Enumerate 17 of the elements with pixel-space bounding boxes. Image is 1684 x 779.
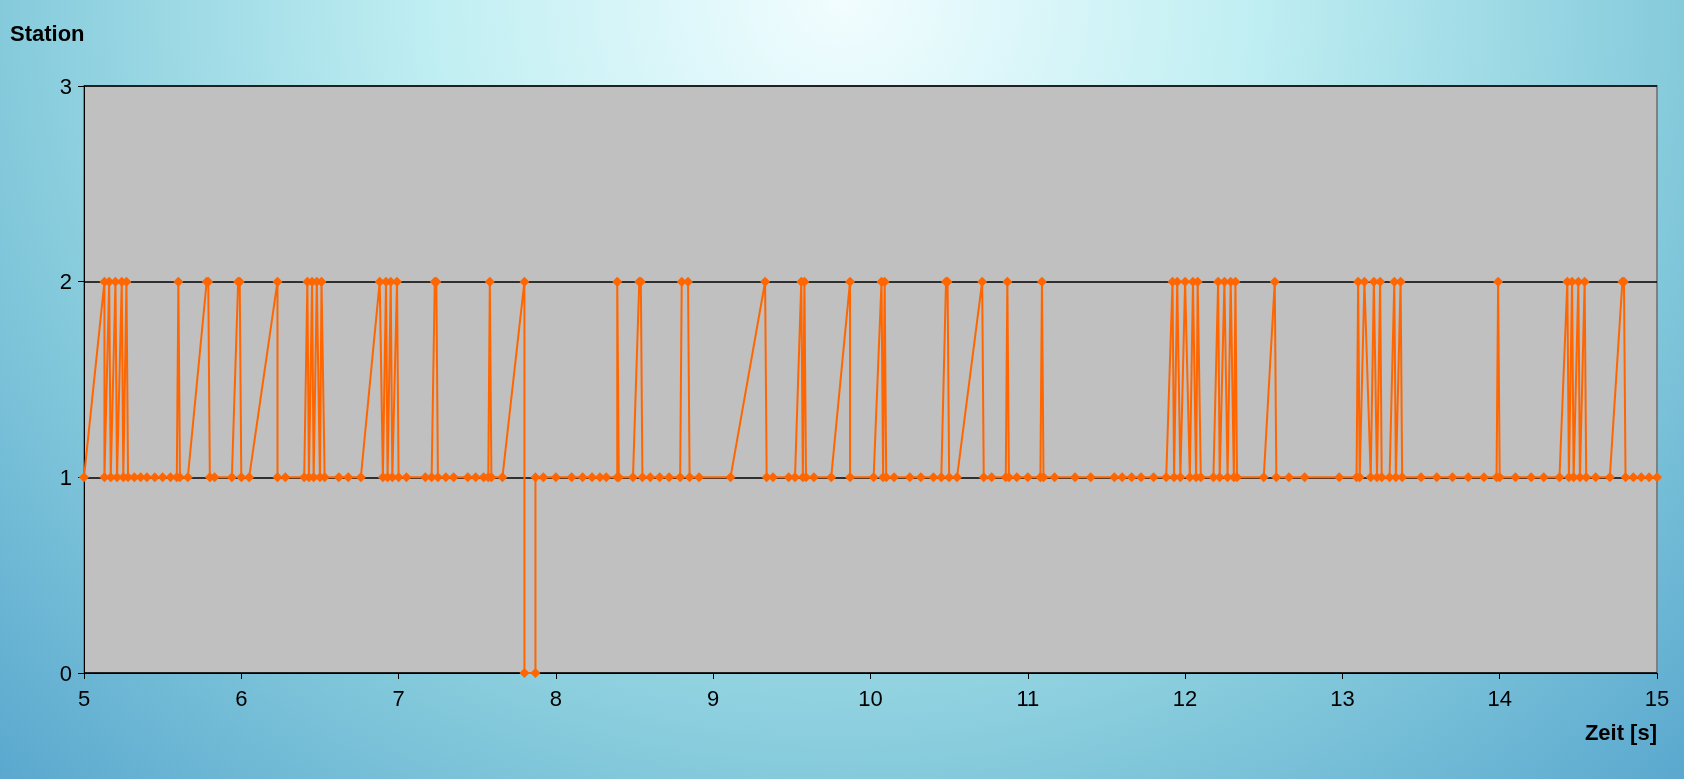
- x-tick-label: 12: [1172, 685, 1198, 711]
- x-tick-label: 10: [858, 685, 883, 711]
- x-axis-title: Zeit [s]: [1584, 719, 1657, 745]
- x-tick-label: 14: [1487, 685, 1512, 711]
- y-tick-label: 2: [59, 269, 72, 295]
- y-tick-label: 3: [59, 73, 72, 99]
- x-tick-label: 6: [235, 685, 248, 711]
- y-axis-title: Station: [10, 20, 85, 46]
- x-tick-label: 15: [1644, 685, 1670, 711]
- x-tick-label: 9: [707, 685, 720, 711]
- x-tick-label: 5: [77, 685, 91, 711]
- x-tick-label: 11: [1016, 685, 1040, 711]
- x-tick-label: 7: [392, 685, 405, 711]
- x-tick-label: 8: [549, 685, 563, 711]
- y-tick-label: 0: [59, 660, 72, 686]
- y-tick-label: 1: [59, 464, 72, 490]
- x-tick-label: 13: [1330, 685, 1355, 711]
